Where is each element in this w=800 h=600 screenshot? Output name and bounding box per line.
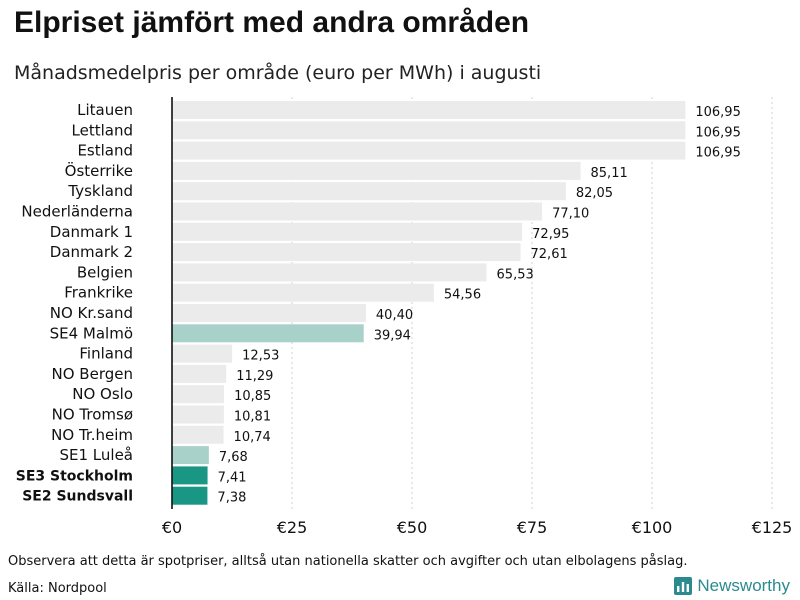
- value-label: 106,95: [695, 105, 741, 120]
- chart-title: Elpriset jämfört med andra områden: [14, 6, 530, 39]
- value-label: 7,41: [218, 470, 247, 485]
- bar: [172, 161, 581, 180]
- value-label: 106,95: [695, 125, 741, 140]
- bar: [172, 425, 224, 444]
- value-label: 82,05: [576, 186, 613, 201]
- category-label: Belgien: [77, 263, 133, 281]
- bar: [172, 182, 566, 201]
- value-label: 7,38: [217, 491, 246, 506]
- bar: [172, 405, 224, 424]
- bar: [172, 304, 366, 322]
- brand-logo: Newsworthy: [674, 576, 790, 596]
- value-label: 77,10: [552, 207, 589, 222]
- bar: [172, 141, 686, 160]
- x-tick-label: €50: [397, 518, 428, 537]
- value-label: 11,29: [236, 369, 273, 384]
- category-label: NO Tromsø: [52, 406, 133, 424]
- value-label: 72,95: [532, 227, 569, 242]
- bar: [172, 243, 521, 262]
- category-label: Danmark 2: [50, 243, 133, 261]
- bar: [172, 283, 434, 302]
- bar: [172, 202, 543, 221]
- bar: [172, 324, 364, 343]
- bar: [172, 364, 227, 383]
- category-label: Estland: [77, 142, 133, 160]
- bar: [172, 344, 233, 363]
- category-label: SE2 Sundsvall: [22, 489, 133, 505]
- bar: [172, 446, 209, 465]
- bar: [172, 385, 225, 404]
- source-note: Källa: Nordpool: [8, 581, 107, 596]
- category-label: Nederländerna: [21, 203, 133, 221]
- category-label: SE3 Stockholm: [16, 468, 133, 484]
- category-label: Frankrike: [64, 284, 133, 302]
- category-label: SE1 Luleå: [60, 446, 134, 464]
- bar: [172, 263, 487, 282]
- x-tick-label: €0: [162, 518, 182, 537]
- value-label: 85,11: [591, 166, 628, 181]
- category-label: SE4 Malmö: [50, 324, 133, 342]
- chart-subtitle: Månadsmedelpris per område (euro per MWh…: [14, 62, 542, 84]
- x-tick-label: €75: [517, 518, 548, 537]
- value-label: 40,40: [376, 308, 413, 323]
- category-label: NO Kr.sand: [50, 304, 133, 322]
- category-label: NO Oslo: [72, 385, 133, 403]
- value-label: 106,95: [695, 146, 741, 161]
- x-tick-label: €100: [632, 518, 673, 537]
- brand-name: Newsworthy: [697, 576, 790, 595]
- bar: [172, 466, 208, 485]
- value-label: 10,85: [234, 389, 271, 404]
- value-label: 7,68: [219, 450, 248, 465]
- footnote: Observera att detta är spotpriser, allts…: [8, 554, 688, 569]
- x-tick-label: €125: [752, 518, 793, 537]
- category-label: NO Bergen: [52, 365, 133, 383]
- value-label: 39,94: [374, 328, 411, 343]
- category-label: NO Tr.heim: [51, 426, 133, 444]
- value-label: 72,61: [531, 247, 568, 262]
- bar: [172, 486, 208, 505]
- bar: [172, 222, 523, 241]
- value-label: 12,53: [242, 349, 279, 364]
- bar: [172, 101, 686, 119]
- newsworthy-logo-icon: [674, 577, 693, 595]
- x-tick-label: €25: [277, 518, 308, 537]
- category-label: Finland: [79, 345, 133, 363]
- category-label: Danmark 1: [50, 223, 133, 241]
- category-label: Österrike: [65, 161, 133, 180]
- bar: [172, 121, 686, 140]
- bar-chart: Litauen 106,95 Lettland 106,95 Estland 106,95…: [16, 97, 793, 537]
- value-label: 65,53: [497, 267, 534, 282]
- value-label: 10,74: [234, 430, 271, 445]
- value-label: 54,56: [444, 288, 481, 303]
- category-label: Tyskland: [67, 182, 133, 200]
- category-label: Lettland: [72, 121, 133, 139]
- category-label: Litauen: [77, 101, 133, 119]
- value-label: 10,81: [234, 410, 271, 425]
